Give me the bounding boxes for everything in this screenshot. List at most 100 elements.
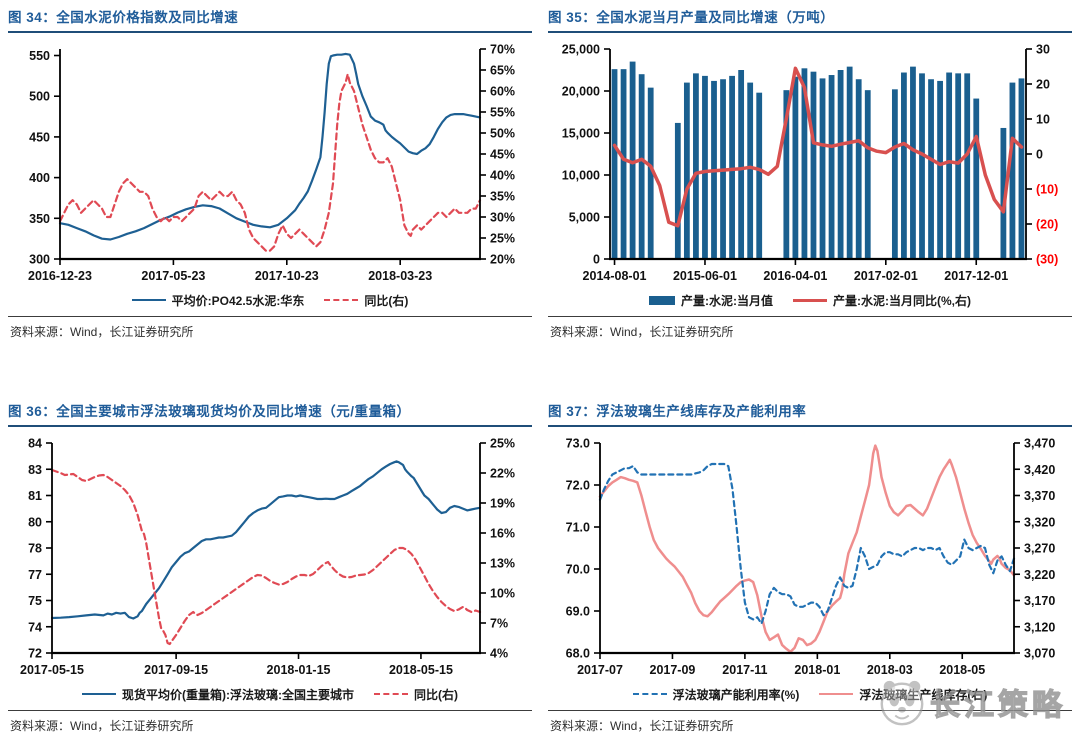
svg-text:300: 300 [29,253,50,267]
svg-text:3,120: 3,120 [1024,620,1055,634]
svg-text:84: 84 [28,437,42,451]
svg-text:65%: 65% [490,64,515,78]
svg-text:10: 10 [1036,113,1050,127]
figure-35-source: 资料来源：Wind，长江证券研究所 [550,325,734,339]
svg-text:(10): (10) [1036,183,1058,197]
svg-text:25,000: 25,000 [562,43,600,57]
svg-text:4%: 4% [490,647,508,661]
svg-text:81: 81 [28,489,42,503]
figure-36-panel: 图 36：全国主要城市浮法玻璃现货均价及同比增速（元/重量箱） 72 74 75 77… [8,400,532,734]
figure-36-title: 图 36：全国主要城市浮法玻璃现货均价及同比增速（元/重量箱） [8,404,411,419]
svg-text:(30): (30) [1036,253,1058,267]
figure-36-source-rule [8,710,532,711]
figure-37-source: 资料来源：Wind，长江证券研究所 [550,719,734,733]
svg-text:3,170: 3,170 [1024,594,1055,608]
svg-text:35%: 35% [490,190,515,204]
figure-35-panel: 图 35：全国水泥当月产量及同比增速（万吨） 0 5,000 10,000 15,00… [548,6,1072,340]
svg-text:20%: 20% [490,253,515,267]
legend-swatch-thick-icon [793,298,827,302]
svg-text:2017-05-23: 2017-05-23 [141,269,205,283]
svg-text:13%: 13% [490,557,515,571]
svg-text:60%: 60% [490,85,515,99]
svg-text:73.0: 73.0 [566,437,590,451]
svg-text:77: 77 [28,568,42,582]
svg-text:72.0: 72.0 [566,479,590,493]
figure-35-chart: 0 5,000 10,000 15,000 20,000 25,000 (30) (20) (1… [562,43,1058,284]
figure-37-legend: 浮法玻璃产能利用率(%) 浮法玻璃生产线库存(右) [548,684,1072,704]
figure-37-source-rule [548,710,1072,711]
legend-label: 产量:水泥:当月同比(%,右) [833,293,971,308]
svg-text:19%: 19% [490,497,515,511]
svg-text:78: 78 [28,542,42,556]
legend-item: 同比(右) [374,686,458,703]
legend-label: 浮法玻璃生产线库存(右) [859,687,988,702]
svg-text:69.0: 69.0 [566,605,590,619]
legend-swatch-line-icon [819,693,854,695]
svg-text:20: 20 [1036,78,1050,92]
figure-34-legend: 平均价:PO42.5水泥:华东 同比(右) [8,290,532,310]
figure-34-source-rule [8,316,532,317]
legend-swatch-dash-icon [324,299,359,301]
svg-text:2014-08-01: 2014-08-01 [583,269,647,283]
figure-37-panel: 图 37：浮法玻璃生产线库存及产能利用率 68.0 69.0 70.0 71.0 72.… [548,400,1072,734]
svg-text:2017-10-23: 2017-10-23 [255,269,319,283]
figure-34-title: 图 34：全国水泥价格指数及同比增速 [8,10,239,25]
svg-text:22%: 22% [490,467,515,481]
legend-item: 现货平均价(重量箱):浮法玻璃:全国主要城市 [82,686,354,703]
svg-text:25%: 25% [490,437,515,451]
svg-text:80: 80 [28,515,42,529]
figure-35-title: 图 35：全国水泥当月产量及同比增速（万吨） [548,10,835,25]
svg-text:10,000: 10,000 [562,169,600,183]
svg-text:(20): (20) [1036,218,1058,232]
figure-35-title-rule [548,31,1072,33]
svg-text:2016-04-01: 2016-04-01 [763,269,827,283]
svg-text:5,000: 5,000 [569,211,600,225]
figure-34-title-rule [8,31,532,33]
svg-text:3,320: 3,320 [1024,515,1055,529]
svg-text:71.0: 71.0 [566,521,590,535]
svg-text:2017-05-15: 2017-05-15 [20,663,84,677]
svg-text:2017-02-01: 2017-02-01 [854,269,918,283]
svg-text:2018-03-23: 2018-03-23 [368,269,432,283]
svg-text:40%: 40% [490,169,515,183]
legend-item: 同比(右) [324,292,408,309]
svg-text:2018-05: 2018-05 [939,663,985,677]
svg-text:70%: 70% [490,43,515,57]
svg-text:30: 30 [1036,43,1050,57]
figure-37-title: 图 37：浮法玻璃生产线库存及产能利用率 [548,404,807,419]
legend-item: 平均价:PO42.5水泥:华东 [131,292,305,309]
legend-item: 浮法玻璃产能利用率(%) [632,686,799,703]
svg-text:3,220: 3,220 [1024,568,1055,582]
legend-swatch-line-icon [82,693,116,695]
svg-text:7%: 7% [490,617,508,631]
svg-text:2018-05-15: 2018-05-15 [389,663,453,677]
figure-36-title-rule [8,425,532,427]
svg-text:2016-12-23: 2016-12-23 [28,269,92,283]
figure-34-source: 资料来源：Wind，长江证券研究所 [10,325,194,339]
svg-text:75: 75 [28,594,42,608]
svg-text:2017-12-01: 2017-12-01 [944,269,1008,283]
legend-label: 同比(右) [414,687,458,702]
svg-text:3,470: 3,470 [1024,437,1055,451]
legend-item: 产量:水泥:当月同比(%,右) [793,292,971,309]
legend-swatch-line-icon [131,299,166,301]
legend-label: 现货平均价(重量箱):浮法玻璃:全国主要城市 [122,687,354,702]
svg-text:74: 74 [28,620,42,634]
svg-text:400: 400 [29,171,50,185]
svg-text:2017-09: 2017-09 [650,663,696,677]
svg-text:72: 72 [28,647,42,661]
legend-item: 产量:水泥:当月值 [649,292,773,309]
svg-text:15,000: 15,000 [562,127,600,141]
svg-text:68.0: 68.0 [566,647,590,661]
figure-35-source-rule [548,316,1072,317]
svg-text:2015-06-01: 2015-06-01 [673,269,737,283]
legend-swatch-bar-icon [649,295,675,305]
legend-swatch-dash-icon [374,693,408,695]
svg-text:50%: 50% [490,127,515,141]
legend-label: 平均价:PO42.5水泥:华东 [171,293,305,308]
svg-text:0: 0 [1036,148,1043,162]
svg-text:2017-09-15: 2017-09-15 [144,663,208,677]
svg-text:45%: 45% [490,148,515,162]
svg-text:30%: 30% [490,211,515,225]
